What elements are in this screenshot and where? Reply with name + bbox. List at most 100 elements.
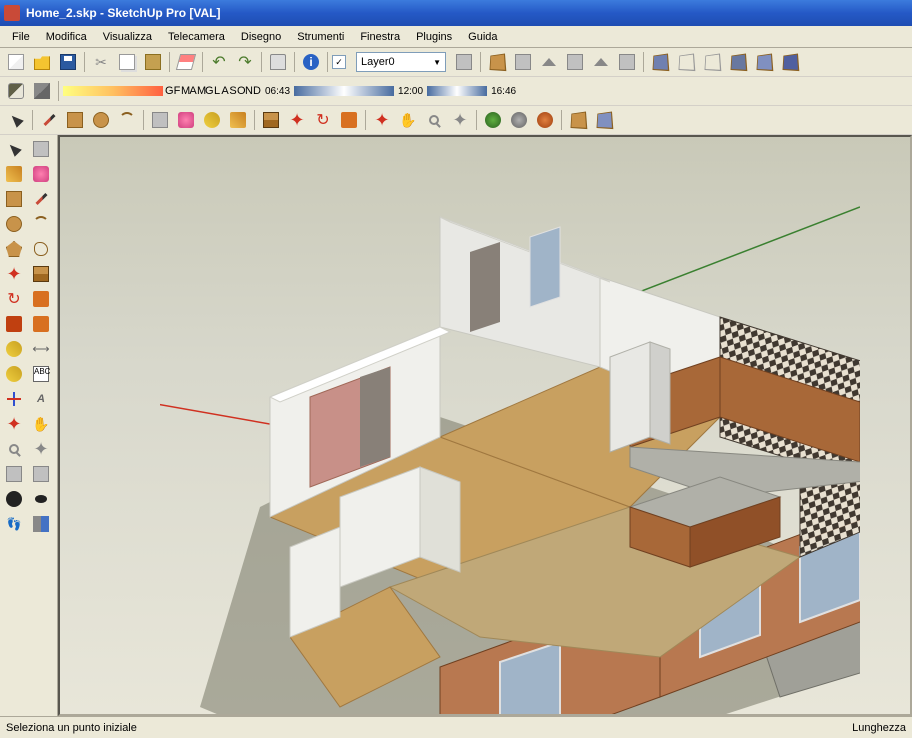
info-button[interactable]: i	[299, 50, 323, 74]
orbit-button[interactable]: ✦	[370, 108, 394, 132]
move-button[interactable]: ✦	[285, 108, 309, 132]
style-wire-button[interactable]	[674, 50, 698, 74]
layer-dropdown[interactable]: Layer0	[356, 52, 446, 72]
menu-modifica[interactable]: Modifica	[38, 29, 95, 45]
eraser-tool[interactable]	[29, 162, 53, 186]
zoom-button[interactable]	[422, 108, 446, 132]
viewport[interactable]	[58, 135, 912, 716]
right-view-button[interactable]	[563, 50, 587, 74]
select-button[interactable]	[4, 108, 28, 132]
arc-button[interactable]	[115, 108, 139, 132]
front-view-button[interactable]	[537, 50, 561, 74]
rotate-button[interactable]: ↻	[311, 108, 335, 132]
protractor-tool[interactable]	[2, 362, 26, 386]
top-view-button[interactable]	[511, 50, 535, 74]
rotate-tool[interactable]: ↻	[2, 287, 26, 311]
cut-button[interactable]: ✂	[89, 50, 113, 74]
walk-tool[interactable]: 👣	[2, 512, 26, 536]
component-tool[interactable]	[29, 137, 53, 161]
erase-button[interactable]	[174, 50, 198, 74]
iso-view-button[interactable]	[485, 50, 509, 74]
print-button[interactable]	[266, 50, 290, 74]
iso-icon	[490, 53, 507, 71]
position-camera-tool[interactable]	[2, 487, 26, 511]
shadow-time-slider[interactable]	[294, 86, 394, 96]
arc-tool[interactable]	[29, 212, 53, 236]
share-button[interactable]	[592, 108, 616, 132]
pushpull-tool[interactable]	[29, 262, 53, 286]
paint-tool[interactable]	[2, 162, 26, 186]
pan-tool[interactable]: ✋	[29, 412, 53, 436]
rectangle-button[interactable]	[63, 108, 87, 132]
layer-visible-checkbox[interactable]: ✓	[332, 55, 346, 69]
pan-button[interactable]: ✋	[396, 108, 420, 132]
style-shaded-button[interactable]	[648, 50, 672, 74]
zoom-tool[interactable]	[2, 437, 26, 461]
layer-manager-button[interactable]	[452, 50, 476, 74]
zoom-window-tool[interactable]: ✦	[29, 437, 53, 461]
freehand-tool[interactable]	[29, 237, 53, 261]
pushpull-button[interactable]	[259, 108, 283, 132]
new-button[interactable]	[4, 50, 28, 74]
style-texture-button[interactable]	[726, 50, 750, 74]
component-button[interactable]	[148, 108, 172, 132]
text-tool[interactable]: ABC	[29, 362, 53, 386]
prev-icon	[6, 466, 22, 482]
eraser-button[interactable]	[174, 108, 198, 132]
shadow-time-slider-2[interactable]	[427, 86, 487, 96]
globe-gray-button[interactable]	[507, 108, 531, 132]
paint-button[interactable]	[226, 108, 250, 132]
scale-tool[interactable]	[2, 312, 26, 336]
move-tool[interactable]: ✦	[2, 262, 26, 286]
select-tool[interactable]	[2, 137, 26, 161]
menu-file[interactable]: File	[4, 29, 38, 45]
menu-finestra[interactable]: Finestra	[352, 29, 408, 45]
style-xray-button[interactable]	[778, 50, 802, 74]
shadow-toggle-button[interactable]	[4, 79, 28, 103]
titlebar[interactable]: Home_2.skp - SketchUp Pro [VAL]	[0, 0, 912, 26]
redo-button[interactable]: ↷	[233, 50, 257, 74]
rectangle-tool[interactable]	[2, 187, 26, 211]
menu-visualizza[interactable]: Visualizza	[95, 29, 160, 45]
paste-button[interactable]	[141, 50, 165, 74]
undo-button[interactable]: ↶	[207, 50, 231, 74]
tape-button[interactable]	[200, 108, 224, 132]
offset-button[interactable]	[337, 108, 361, 132]
back-view-button[interactable]	[589, 50, 613, 74]
style-mono-button[interactable]	[752, 50, 776, 74]
style-hidden-button[interactable]	[700, 50, 724, 74]
circle-tool[interactable]	[2, 212, 26, 236]
section-tool[interactable]	[29, 512, 53, 536]
layers-icon	[456, 54, 472, 70]
line-tool[interactable]	[29, 187, 53, 211]
3dtext-tool[interactable]: A	[29, 387, 53, 411]
menu-telecamera[interactable]: Telecamera	[160, 29, 233, 45]
followme-tool[interactable]	[29, 287, 53, 311]
copy-button[interactable]	[115, 50, 139, 74]
prev-tool[interactable]	[2, 462, 26, 486]
warehouse-button[interactable]	[566, 108, 590, 132]
globe-orange-button[interactable]	[533, 108, 557, 132]
circle-button[interactable]	[89, 108, 113, 132]
menu-disegno[interactable]: Disegno	[233, 29, 289, 45]
look-around-tool[interactable]	[29, 487, 53, 511]
save-button[interactable]	[56, 50, 80, 74]
dimension-tool[interactable]: ⟷	[29, 337, 53, 361]
menu-plugins[interactable]: Plugins	[408, 29, 460, 45]
separator	[480, 52, 481, 72]
axes-tool[interactable]	[2, 387, 26, 411]
offset-tool[interactable]	[29, 312, 53, 336]
menu-guida[interactable]: Guida	[460, 29, 505, 45]
shadow-settings-button[interactable]	[30, 79, 54, 103]
tape-tool[interactable]	[2, 337, 26, 361]
zoom-extents-tool[interactable]	[29, 462, 53, 486]
shadow-date-slider[interactable]	[63, 86, 163, 96]
orbit-tool[interactable]: ✦	[2, 412, 26, 436]
polygon-tool[interactable]	[2, 237, 26, 261]
left-view-button[interactable]	[615, 50, 639, 74]
menu-strumenti[interactable]: Strumenti	[289, 29, 352, 45]
open-button[interactable]	[30, 50, 54, 74]
zoom-extents-button[interactable]: ✦	[448, 108, 472, 132]
google-earth-button[interactable]	[481, 108, 505, 132]
line-button[interactable]	[37, 108, 61, 132]
